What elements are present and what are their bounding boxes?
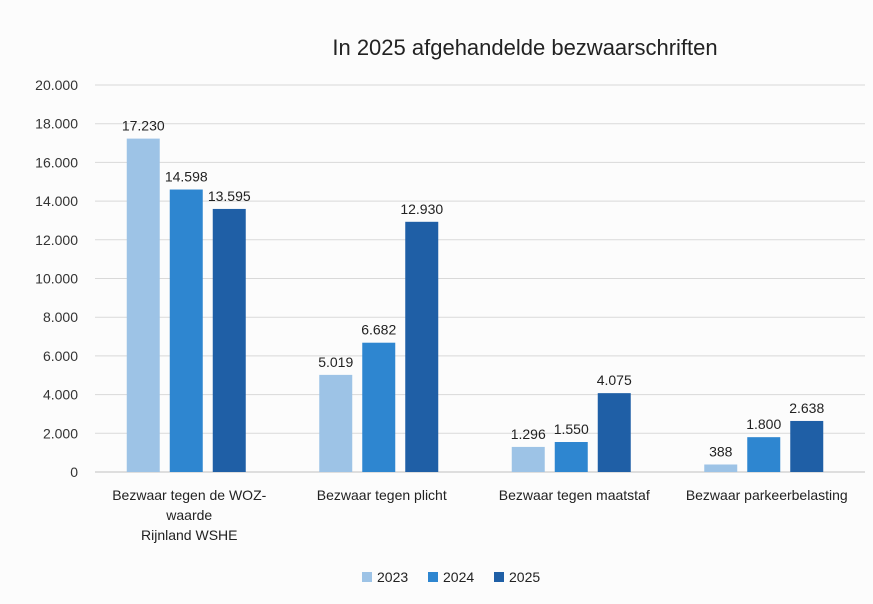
y-axis-ticks: 0 2.000 4.000 6.000 8.000 10.000 12.000 14.000 1… (35, 77, 78, 480)
y-tick-label: 12.000 (35, 232, 78, 248)
category-label: Bezwaar tegen plicht (317, 487, 447, 503)
legend-swatch-2025 (494, 572, 504, 582)
bar-2025-1 (405, 221, 439, 472)
bar-2024-3 (747, 437, 781, 472)
y-tick-label: 14.000 (35, 193, 78, 209)
data-label: 13.595 (208, 188, 251, 204)
y-tick-label: 8.000 (43, 309, 78, 325)
y-tick-label: 2.000 (43, 425, 78, 441)
legend-label-2025: 2025 (509, 569, 540, 585)
bar-2024-1 (362, 342, 396, 472)
data-label: 1.550 (554, 421, 589, 437)
y-tick-label: 20.000 (35, 77, 78, 93)
data-label: 1.800 (746, 416, 781, 432)
y-tick-label: 4.000 (43, 387, 78, 403)
bar-2023-3 (704, 464, 738, 472)
bar-2023-0 (126, 138, 160, 473)
bar-2023-1 (319, 374, 353, 472)
y-tick-label: 18.000 (35, 116, 78, 132)
category-label: Bezwaar tegen maatstaf (499, 487, 650, 503)
chart-title: In 2025 afgehandelde bezwaarschriften (332, 35, 717, 60)
legend-label-2023: 2023 (377, 569, 408, 585)
y-tick-label: 6.000 (43, 348, 78, 364)
legend-label-2024: 2024 (443, 569, 474, 585)
category-label: Bezwaar tegen de WOZ- (112, 487, 266, 503)
data-label: 6.682 (361, 322, 396, 338)
data-label: 1.296 (511, 426, 546, 442)
data-label: 14.598 (165, 169, 208, 185)
category-labels: Bezwaar tegen de WOZ-waarde Rijnland WSHE… (112, 487, 847, 543)
data-label: 4.075 (597, 372, 632, 388)
category-label: waarde (165, 507, 212, 523)
bar-2025-3 (790, 420, 824, 472)
y-tick-label: 10.000 (35, 271, 78, 287)
category-label: Bezwaar parkeerbelasting (686, 487, 848, 503)
data-label: 5.019 (318, 354, 353, 370)
bar-2023-2 (511, 446, 545, 472)
bar-2024-0 (169, 189, 203, 473)
data-label: 12.930 (400, 201, 443, 217)
legend: 2023 2024 2025 (362, 569, 540, 585)
legend-swatch-2023 (362, 572, 372, 582)
gridlines (95, 84, 865, 473)
bar-2025-2 (597, 393, 631, 472)
bar-2025-0 (212, 208, 246, 472)
y-tick-label: 0 (70, 464, 78, 480)
bars (126, 138, 824, 473)
y-tick-label: 16.000 (35, 154, 78, 170)
bar-2024-2 (554, 442, 588, 472)
data-label: 2.638 (789, 400, 824, 416)
category-label: Rijnland WSHE (141, 527, 237, 543)
legend-swatch-2024 (428, 572, 438, 582)
data-label: 17.230 (122, 118, 165, 134)
data-label: 388 (709, 443, 733, 459)
